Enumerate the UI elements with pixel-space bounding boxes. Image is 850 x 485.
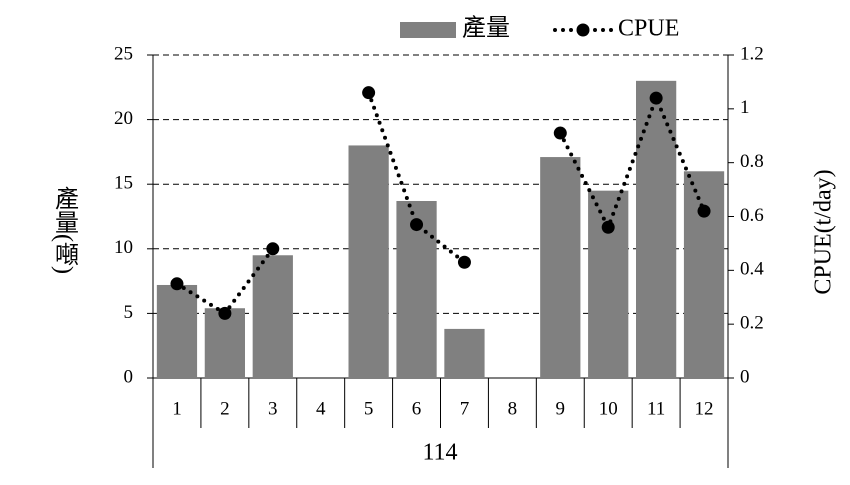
bar (252, 255, 293, 378)
y-tick-label: 5 (124, 302, 134, 323)
y2-tick-label: 0.6 (740, 205, 764, 226)
y-tick-label: 0 (124, 366, 134, 387)
x-tick-label: 8 (508, 398, 518, 419)
y-tick-label: 15 (114, 173, 133, 194)
cpue-point (410, 218, 424, 232)
cpue-point (266, 242, 280, 256)
x-tick-label: 2 (220, 398, 230, 419)
y-axis-label: 產量(噸) (50, 186, 78, 274)
group-label: 114 (422, 440, 457, 466)
x-tick-label: 4 (316, 398, 326, 419)
x-tick-label: 3 (268, 398, 278, 419)
y-tick-label: 25 (114, 43, 133, 64)
cpue-point (170, 277, 184, 291)
cpue-point (553, 126, 567, 140)
bar (444, 328, 485, 378)
y2-tick-label: 0 (740, 366, 750, 387)
y2-tick-label: 0.8 (740, 151, 764, 172)
x-tick-label: 11 (647, 398, 665, 419)
legend-label: 產量 (462, 15, 510, 42)
cpue-point (697, 204, 711, 218)
bar (156, 284, 198, 378)
bar (348, 145, 389, 378)
x-tick-label: 9 (556, 398, 566, 419)
legend-label: CPUE (618, 16, 679, 42)
x-tick-label: 5 (364, 398, 374, 419)
y2-axis-label: CPUE(t/day) (811, 169, 837, 294)
legend-marker (576, 23, 590, 37)
x-tick-label: 6 (412, 398, 422, 419)
x-tick-label: 10 (599, 398, 618, 419)
x-tick-label: 12 (695, 398, 714, 419)
y2-tick-label: 1.2 (740, 43, 764, 64)
y2-tick-label: 0.2 (740, 313, 764, 334)
cpue-point (362, 86, 376, 100)
x-tick-label: 7 (460, 398, 470, 419)
y2-tick-label: 1 (740, 97, 750, 118)
legend-swatch (400, 22, 456, 38)
x-tick-label: 1 (172, 398, 182, 419)
cpue-point (218, 306, 232, 320)
y-tick-label: 20 (114, 108, 133, 129)
cpue-point (457, 255, 471, 269)
y-tick-label: 10 (114, 237, 133, 258)
bar (683, 171, 725, 378)
y2-tick-label: 0.4 (740, 259, 764, 280)
bar (540, 157, 581, 378)
bar (636, 80, 677, 378)
cpue-point (601, 220, 615, 234)
bar (588, 190, 629, 378)
cpue-point (649, 91, 663, 105)
